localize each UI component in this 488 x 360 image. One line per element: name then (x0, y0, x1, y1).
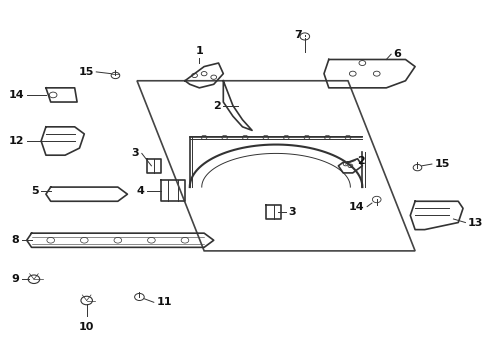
Text: 7: 7 (294, 30, 302, 40)
Text: 3: 3 (287, 207, 295, 217)
Text: 8: 8 (12, 235, 20, 245)
Text: 12: 12 (9, 136, 24, 146)
Text: 10: 10 (79, 322, 94, 332)
Text: 15: 15 (79, 67, 94, 77)
Text: 14: 14 (348, 202, 364, 212)
Text: 15: 15 (433, 159, 449, 169)
Text: 13: 13 (467, 217, 482, 228)
Text: 2: 2 (213, 100, 221, 111)
Text: 3: 3 (132, 148, 139, 158)
Text: 9: 9 (12, 274, 20, 284)
Text: 6: 6 (393, 49, 401, 59)
Text: 2: 2 (357, 156, 365, 166)
Text: 11: 11 (156, 297, 171, 307)
Text: 5: 5 (31, 186, 39, 195)
Text: 14: 14 (9, 90, 24, 100)
Text: 4: 4 (136, 186, 144, 195)
Text: 1: 1 (195, 46, 203, 56)
